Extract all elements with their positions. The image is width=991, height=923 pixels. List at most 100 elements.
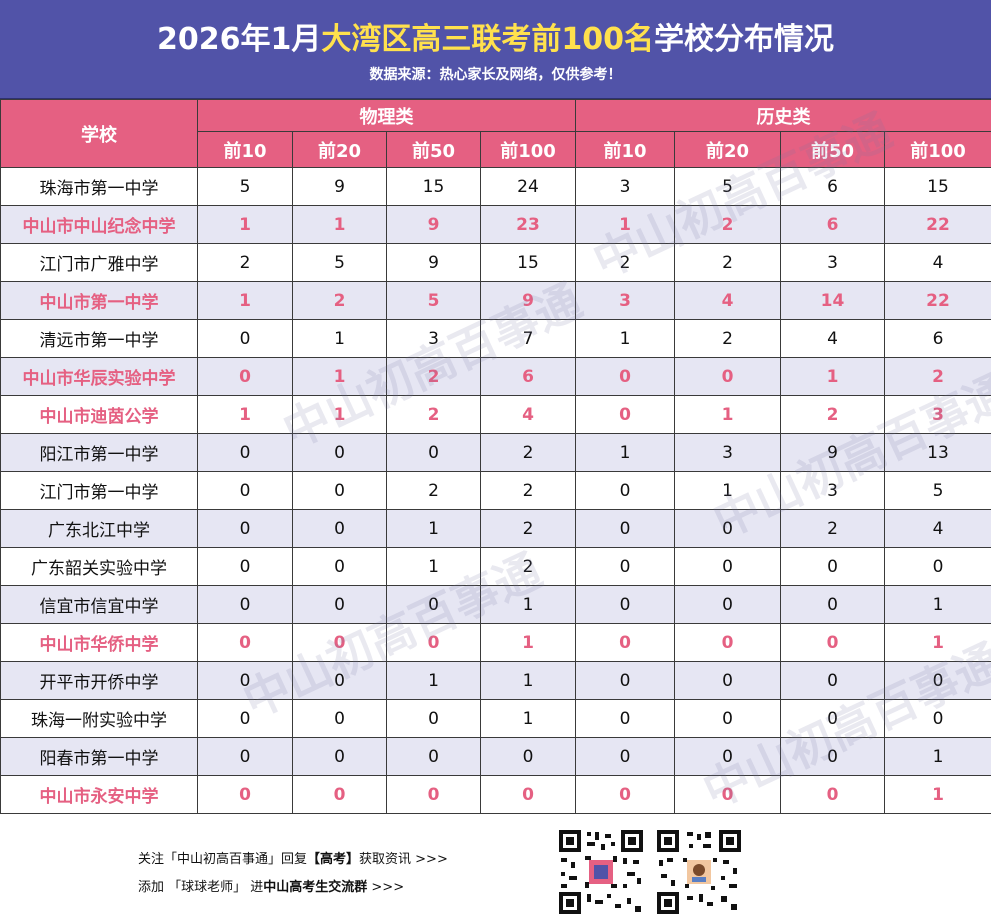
count-cell: 3 xyxy=(780,471,885,510)
school-name: 中山市中山纪念中学 xyxy=(0,205,198,244)
count-cell: 2 xyxy=(292,281,387,320)
count-cell: 0 xyxy=(197,357,293,396)
count-cell: 1 xyxy=(575,319,675,358)
count-cell: 0 xyxy=(292,471,387,510)
table-row: 中山市中山纪念中学 1 1 9 23 1 2 6 22 xyxy=(0,205,991,244)
physics-col-header: 前50 xyxy=(386,131,481,168)
count-cell: 23 xyxy=(480,205,576,244)
count-cell: 2 xyxy=(480,471,576,510)
table-row: 中山市华辰实验中学 0 1 2 6 0 0 1 2 xyxy=(0,357,991,396)
count-cell: 4 xyxy=(674,281,781,320)
title-highlight: 大湾区高三联考前100名 xyxy=(321,22,654,57)
table-row: 广东韶关实验中学 0 0 1 2 0 0 0 0 xyxy=(0,547,991,586)
count-cell: 0 xyxy=(197,775,293,814)
school-name: 广东韶关实验中学 xyxy=(0,547,198,586)
title-part-date: 2026年1月 xyxy=(157,22,322,57)
count-cell: 3 xyxy=(884,395,991,434)
school-name: 开平市开侨中学 xyxy=(0,661,198,700)
count-cell: 3 xyxy=(575,281,675,320)
school-name: 江门市第一中学 xyxy=(0,471,198,510)
school-name: 阳春市第一中学 xyxy=(0,737,198,776)
school-name: 江门市广雅中学 xyxy=(0,243,198,282)
count-cell: 0 xyxy=(575,471,675,510)
count-cell: 0 xyxy=(780,737,885,776)
physics-col-header: 前10 xyxy=(197,131,293,168)
count-cell: 0 xyxy=(197,509,293,548)
qr-code-icon[interactable] xyxy=(655,828,743,916)
count-cell: 2 xyxy=(386,395,481,434)
title-part-end: 学校分布情况 xyxy=(654,22,834,57)
count-cell: 0 xyxy=(197,737,293,776)
count-cell: 0 xyxy=(575,395,675,434)
school-name: 中山市华辰实验中学 xyxy=(0,357,198,396)
count-cell: 0 xyxy=(197,699,293,738)
count-cell: 0 xyxy=(575,585,675,624)
school-name: 阳江市第一中学 xyxy=(0,433,198,472)
count-cell: 0 xyxy=(292,509,387,548)
table-row: 珠海市第一中学 5 9 15 24 3 5 6 15 xyxy=(0,167,991,206)
table-row: 江门市第一中学 0 0 2 2 0 1 3 5 xyxy=(0,471,991,510)
table-row: 信宜市信宜中学 0 0 0 1 0 0 0 1 xyxy=(0,585,991,624)
count-cell: 0 xyxy=(884,547,991,586)
count-cell: 1 xyxy=(780,357,885,396)
count-cell: 2 xyxy=(386,471,481,510)
count-cell: 0 xyxy=(674,661,781,700)
count-cell: 1 xyxy=(292,395,387,434)
school-name: 中山市永安中学 xyxy=(0,775,198,814)
count-cell: 5 xyxy=(292,243,387,282)
count-cell: 1 xyxy=(575,205,675,244)
count-cell: 1 xyxy=(292,319,387,358)
table-row: 阳江市第一中学 0 0 0 2 1 3 9 13 xyxy=(0,433,991,472)
count-cell: 0 xyxy=(292,699,387,738)
count-cell: 3 xyxy=(674,433,781,472)
count-cell: 6 xyxy=(884,319,991,358)
count-cell: 2 xyxy=(197,243,293,282)
count-cell: 3 xyxy=(780,243,885,282)
count-cell: 9 xyxy=(780,433,885,472)
count-cell: 1 xyxy=(480,661,576,700)
school-name: 珠海一附实验中学 xyxy=(0,699,198,738)
count-cell: 0 xyxy=(386,699,481,738)
footer-line-join: 添加 「球球老师」 进中山高考生交流群 >>> xyxy=(138,876,404,895)
count-cell: 0 xyxy=(780,585,885,624)
table-row: 中山市华侨中学 0 0 0 1 0 0 0 1 xyxy=(0,623,991,662)
count-cell: 0 xyxy=(292,623,387,662)
count-cell: 9 xyxy=(386,205,481,244)
count-cell: 0 xyxy=(480,775,576,814)
count-cell: 2 xyxy=(575,243,675,282)
count-cell: 1 xyxy=(386,509,481,548)
count-cell: 6 xyxy=(780,167,885,206)
count-cell: 15 xyxy=(884,167,991,206)
footer-group-name: 中山高考生交流群 xyxy=(263,880,368,895)
count-cell: 5 xyxy=(386,281,481,320)
count-cell: 0 xyxy=(292,433,387,472)
count-cell: 0 xyxy=(780,699,885,738)
count-cell: 0 xyxy=(197,585,293,624)
count-cell: 1 xyxy=(480,623,576,662)
count-cell: 2 xyxy=(780,395,885,434)
count-cell: 0 xyxy=(197,471,293,510)
qr-code-icon[interactable] xyxy=(557,828,645,916)
count-cell: 1 xyxy=(480,699,576,738)
count-cell: 0 xyxy=(292,737,387,776)
count-cell: 1 xyxy=(386,661,481,700)
count-cell: 1 xyxy=(197,205,293,244)
footer-join-text: 添加 「球球老师」 进 xyxy=(138,880,264,895)
count-cell: 0 xyxy=(575,623,675,662)
table-row: 中山市永安中学 0 0 0 0 0 0 0 1 xyxy=(0,775,991,814)
physics-col-header: 前20 xyxy=(292,131,387,168)
group-physics-header: 物理类 xyxy=(197,99,576,132)
group-history-header: 历史类 xyxy=(575,99,991,132)
count-cell: 0 xyxy=(674,623,781,662)
table-row: 清远市第一中学 0 1 3 7 1 2 4 6 xyxy=(0,319,991,358)
count-cell: 0 xyxy=(575,699,675,738)
count-cell: 2 xyxy=(780,509,885,548)
count-cell: 2 xyxy=(386,357,481,396)
count-cell: 7 xyxy=(480,319,576,358)
table-row: 开平市开侨中学 0 0 1 1 0 0 0 0 xyxy=(0,661,991,700)
count-cell: 0 xyxy=(197,319,293,358)
count-cell: 0 xyxy=(884,699,991,738)
history-col-header: 前50 xyxy=(780,131,885,168)
school-name: 清远市第一中学 xyxy=(0,319,198,358)
count-cell: 0 xyxy=(575,661,675,700)
